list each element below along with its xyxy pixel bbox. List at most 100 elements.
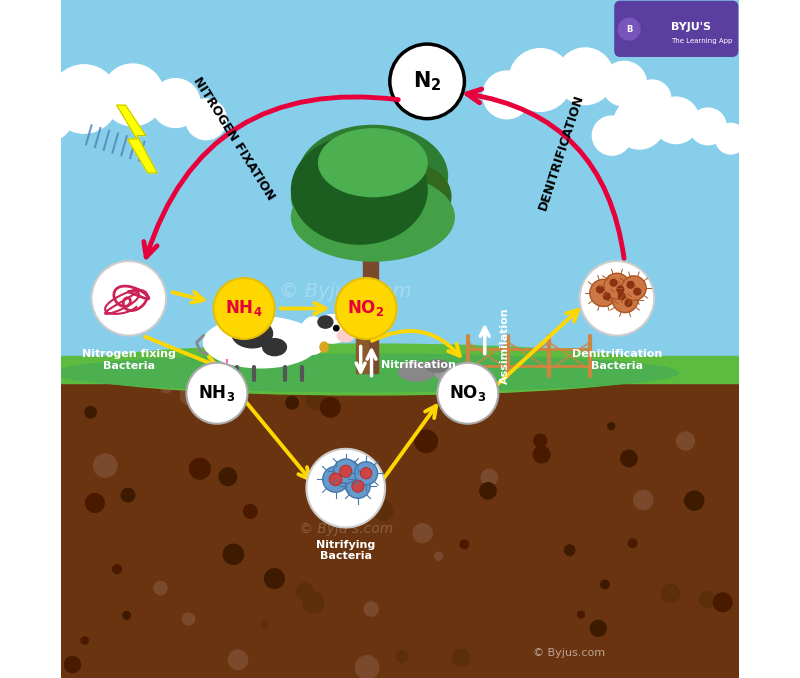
Text: $\mathbf{NO_2}$: $\mathbf{NO_2}$ xyxy=(347,298,385,319)
Circle shape xyxy=(360,468,372,479)
Circle shape xyxy=(625,300,632,306)
Circle shape xyxy=(261,620,268,628)
Circle shape xyxy=(86,494,104,513)
Circle shape xyxy=(374,501,393,520)
Circle shape xyxy=(597,286,603,293)
Ellipse shape xyxy=(318,316,333,328)
Circle shape xyxy=(223,544,243,564)
Ellipse shape xyxy=(291,159,386,234)
Circle shape xyxy=(602,61,646,106)
Circle shape xyxy=(364,602,378,616)
FancyArrowPatch shape xyxy=(467,89,624,258)
Text: BYJU'S: BYJU'S xyxy=(671,22,711,32)
Circle shape xyxy=(634,80,671,117)
Circle shape xyxy=(716,123,746,154)
Text: NITROGEN FIXATION: NITROGEN FIXATION xyxy=(190,75,277,203)
Circle shape xyxy=(102,64,164,126)
Text: $\mathbf{NH_3}$: $\mathbf{NH_3}$ xyxy=(198,383,235,403)
Ellipse shape xyxy=(61,344,671,395)
Circle shape xyxy=(297,583,313,599)
Circle shape xyxy=(346,474,370,498)
Circle shape xyxy=(604,273,630,299)
Bar xyxy=(362,237,378,373)
Circle shape xyxy=(434,553,442,560)
Circle shape xyxy=(621,450,637,466)
Circle shape xyxy=(50,65,118,133)
Text: Assimilation: Assimilation xyxy=(500,307,510,384)
Circle shape xyxy=(627,281,634,288)
Ellipse shape xyxy=(262,339,286,356)
Ellipse shape xyxy=(362,163,451,231)
Circle shape xyxy=(214,278,274,339)
Circle shape xyxy=(340,465,352,477)
Circle shape xyxy=(151,79,200,127)
Circle shape xyxy=(91,261,166,336)
Circle shape xyxy=(690,108,726,145)
Ellipse shape xyxy=(203,317,318,367)
Ellipse shape xyxy=(54,354,678,391)
Text: $\mathbf{N_2}$: $\mathbf{N_2}$ xyxy=(413,70,442,93)
Ellipse shape xyxy=(426,360,449,372)
Circle shape xyxy=(94,454,117,477)
Bar xyxy=(61,0,739,380)
Circle shape xyxy=(334,325,339,331)
Circle shape xyxy=(699,592,715,607)
Circle shape xyxy=(653,97,699,144)
Polygon shape xyxy=(117,105,158,173)
Circle shape xyxy=(438,363,498,424)
Circle shape xyxy=(612,287,638,313)
Circle shape xyxy=(608,422,614,430)
Circle shape xyxy=(322,466,349,492)
Ellipse shape xyxy=(320,342,328,353)
Circle shape xyxy=(534,446,550,463)
Circle shape xyxy=(415,430,438,453)
Ellipse shape xyxy=(300,317,326,354)
Circle shape xyxy=(480,483,496,499)
Circle shape xyxy=(228,650,247,669)
Circle shape xyxy=(610,279,617,286)
FancyBboxPatch shape xyxy=(615,1,738,56)
Ellipse shape xyxy=(335,314,346,321)
Circle shape xyxy=(65,656,81,673)
Circle shape xyxy=(182,613,194,625)
Circle shape xyxy=(306,449,385,527)
Circle shape xyxy=(122,488,134,502)
Circle shape xyxy=(618,293,625,300)
Circle shape xyxy=(186,99,226,140)
Circle shape xyxy=(81,637,88,644)
Bar xyxy=(61,380,739,678)
Text: © Byju’s.com: © Byju’s.com xyxy=(298,522,393,536)
Circle shape xyxy=(303,592,324,613)
Text: The Learning App: The Learning App xyxy=(671,38,733,43)
Circle shape xyxy=(565,545,575,555)
Circle shape xyxy=(286,397,298,409)
Circle shape xyxy=(396,651,408,662)
Circle shape xyxy=(634,288,641,295)
Circle shape xyxy=(243,504,257,518)
Circle shape xyxy=(483,71,530,119)
Circle shape xyxy=(321,397,340,417)
Ellipse shape xyxy=(232,319,273,348)
Bar xyxy=(61,356,739,383)
Ellipse shape xyxy=(291,136,427,244)
Ellipse shape xyxy=(318,129,427,197)
Circle shape xyxy=(628,539,637,547)
Text: DENITRIFICATION: DENITRIFICATION xyxy=(537,93,586,212)
Ellipse shape xyxy=(398,362,435,381)
Text: © Byjus.com: © Byjus.com xyxy=(534,647,606,658)
Circle shape xyxy=(622,276,646,300)
Circle shape xyxy=(685,491,704,511)
Text: B: B xyxy=(626,24,632,34)
Circle shape xyxy=(592,116,631,155)
Ellipse shape xyxy=(435,367,466,382)
Ellipse shape xyxy=(298,125,447,227)
Circle shape xyxy=(354,462,378,485)
Circle shape xyxy=(113,565,122,574)
Circle shape xyxy=(306,391,326,410)
Circle shape xyxy=(601,580,609,589)
Ellipse shape xyxy=(291,173,454,261)
Circle shape xyxy=(453,650,470,666)
Text: Nitrogen fixing
Bacteria: Nitrogen fixing Bacteria xyxy=(82,349,176,371)
Circle shape xyxy=(677,432,694,450)
Bar xyxy=(356,292,368,373)
